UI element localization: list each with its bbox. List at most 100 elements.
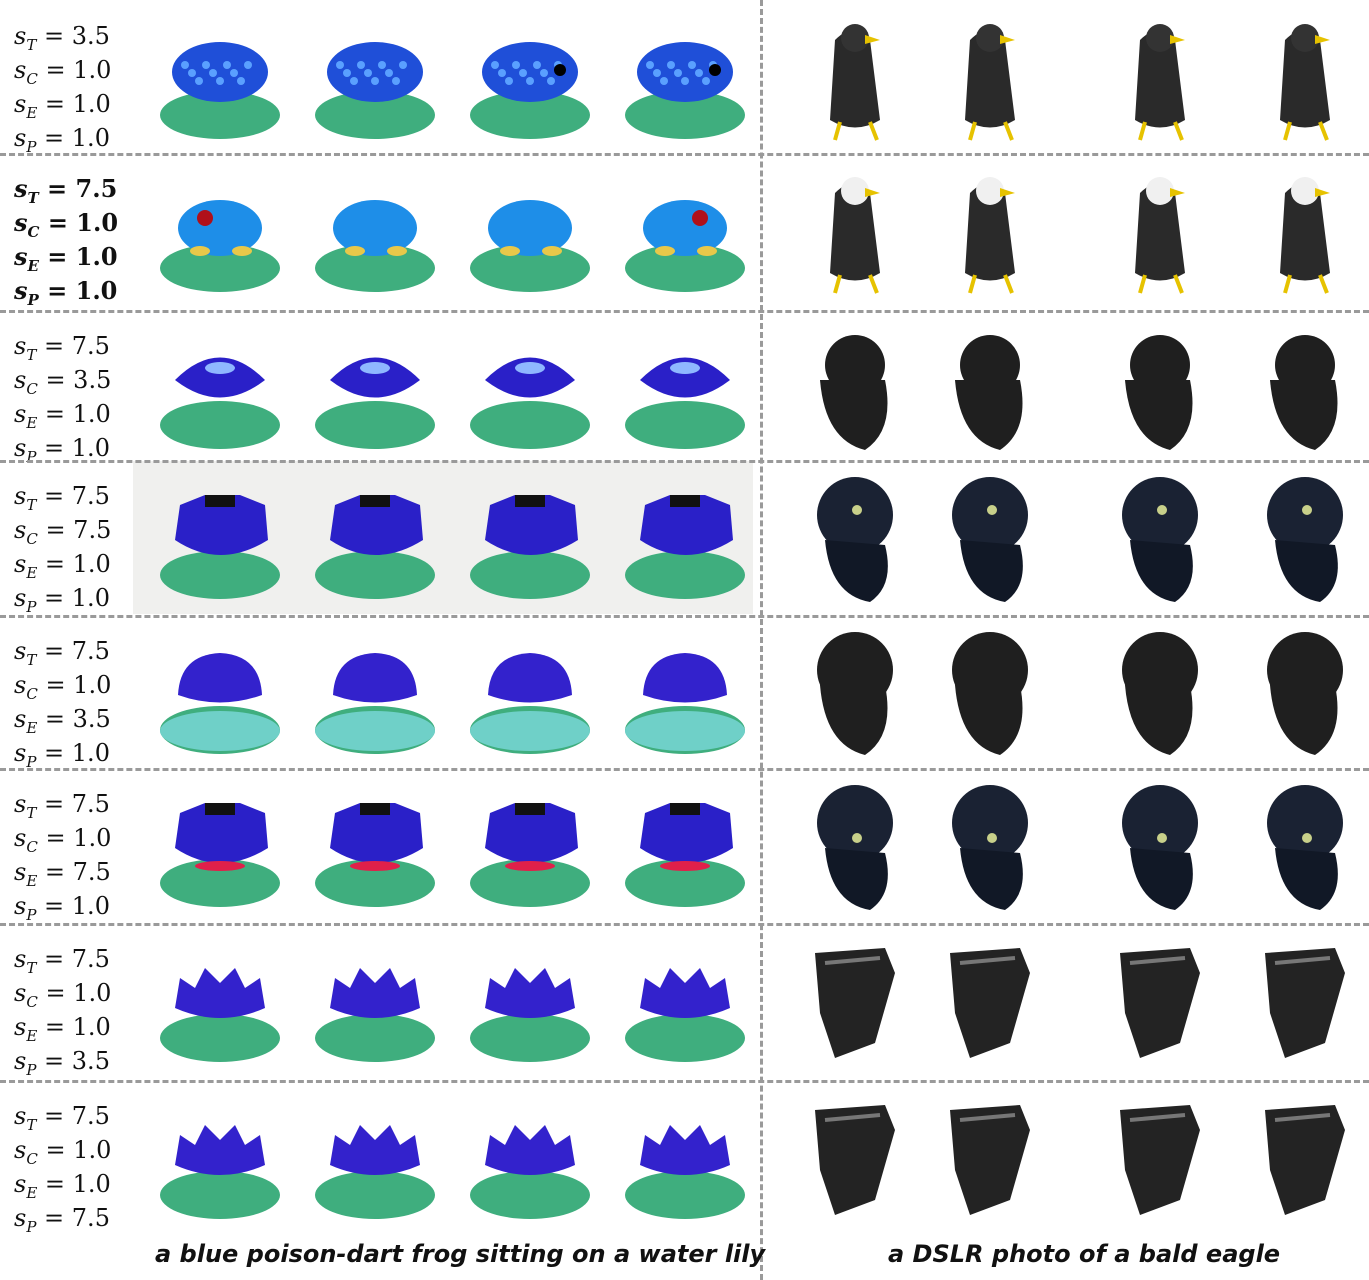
scale-symbol: s — [14, 1204, 27, 1232]
scale-subscript: P — [26, 137, 37, 156]
row-divider — [0, 310, 1369, 313]
eagle-render — [1235, 163, 1369, 303]
row-divider — [0, 460, 1369, 463]
scale-labels: sT = 7.5 sC = 1.0 sE = 3.5 sP = 1.0 — [14, 634, 144, 771]
scale-label: sE = 1.0 — [14, 240, 144, 275]
frog-render — [305, 1090, 445, 1230]
eagle-render — [1235, 625, 1369, 765]
scale-value: = 3.5 — [36, 22, 110, 50]
scale-subscript: T — [26, 650, 37, 669]
scale-value: = 7.5 — [36, 637, 110, 665]
scale-subscript: T — [26, 1115, 37, 1134]
scale-label: sT = 7.5 — [14, 1099, 144, 1134]
scale-subscript: E — [26, 871, 38, 890]
scale-symbol: s — [14, 516, 27, 544]
eagle-render — [785, 625, 925, 765]
eagle-render — [785, 470, 925, 610]
eagle-render — [785, 163, 925, 303]
frog-render — [615, 470, 755, 610]
scale-symbol: s — [14, 1136, 27, 1164]
scale-symbol: s — [14, 671, 27, 699]
scale-label: sE = 7.5 — [14, 855, 144, 890]
frog-render — [460, 470, 600, 610]
eagle-render — [1235, 1090, 1369, 1230]
scale-symbol: s — [14, 242, 28, 271]
frog-render — [150, 625, 290, 765]
scale-label: sC = 3.5 — [14, 363, 144, 398]
eagle-render — [920, 778, 1060, 918]
scale-labels: sT = 7.5 sC = 3.5 sE = 1.0 sP = 1.0 — [14, 329, 144, 466]
scale-symbol: s — [14, 1170, 27, 1198]
eagle-render — [920, 10, 1060, 150]
eagle-render — [1090, 625, 1230, 765]
scale-labels: sT = 7.5 sC = 7.5 sE = 1.0 sP = 1.0 — [14, 479, 144, 616]
scale-labels: sT = 7.5 sC = 1.0 sE = 1.0 sP = 3.5 — [14, 942, 144, 1079]
eagle-render — [1235, 10, 1369, 150]
eagle-render — [1235, 320, 1369, 460]
scale-label: sP = 1.0 — [14, 431, 144, 466]
scale-value: = 1.0 — [39, 208, 119, 237]
scale-subscript: T — [26, 958, 37, 977]
scale-label: sC = 1.0 — [14, 1133, 144, 1168]
scale-symbol: s — [14, 434, 27, 462]
scale-symbol: s — [14, 979, 27, 1007]
scale-subscript: T — [27, 188, 39, 207]
scale-label: sE = 3.5 — [14, 702, 144, 737]
scale-symbol: s — [14, 550, 27, 578]
row-divider — [0, 768, 1369, 771]
scale-subscript: P — [27, 290, 39, 309]
eagle-render — [1090, 470, 1230, 610]
scale-value: = 1.0 — [37, 1170, 111, 1198]
scale-label: sE = 1.0 — [14, 1167, 144, 1202]
frog-render — [305, 163, 445, 303]
scale-value: = 1.0 — [37, 56, 112, 84]
eagle-render — [1235, 778, 1369, 918]
scale-symbol: s — [14, 705, 27, 733]
scale-value: = 3.5 — [37, 366, 112, 394]
scale-label: sP = 1.0 — [14, 581, 144, 616]
scale-value: = 1.0 — [37, 1136, 112, 1164]
scale-subscript: T — [26, 803, 37, 822]
scale-value: = 1.0 — [36, 584, 110, 612]
frog-render — [615, 320, 755, 460]
scale-symbol: s — [14, 945, 27, 973]
scale-symbol: s — [14, 892, 27, 920]
scale-subscript: C — [26, 69, 38, 88]
scale-subscript: P — [26, 1217, 37, 1236]
eagle-render — [1090, 163, 1230, 303]
scale-value: = 7.5 — [37, 516, 112, 544]
scale-label: sP = 7.5 — [14, 1201, 144, 1236]
scale-value: = 1.0 — [37, 400, 111, 428]
scale-value: = 7.5 — [36, 332, 110, 360]
scale-label: sE = 1.0 — [14, 547, 144, 582]
scale-label: sT = 3.5 — [14, 19, 144, 54]
scale-subscript: T — [26, 345, 37, 364]
vertical-divider — [760, 0, 763, 1280]
scale-value: = 1.0 — [37, 671, 112, 699]
scale-value: = 1.0 — [37, 824, 112, 852]
scale-symbol: s — [14, 22, 27, 50]
scale-value: = 7.5 — [36, 482, 110, 510]
scale-subscript: E — [26, 103, 38, 122]
scale-value: = 7.5 — [37, 858, 111, 886]
frog-render — [150, 933, 290, 1073]
scale-symbol: s — [14, 124, 27, 152]
scale-label: sT = 7.5 — [14, 634, 144, 669]
scale-subscript: E — [26, 1026, 38, 1045]
scale-symbol: s — [14, 400, 27, 428]
row-divider — [0, 615, 1369, 618]
eagle-render — [920, 933, 1060, 1073]
scale-label: sP = 1.0 — [14, 274, 144, 309]
scale-label: sP = 1.0 — [14, 121, 144, 156]
frog-render — [615, 163, 755, 303]
frog-render — [615, 1090, 755, 1230]
scale-value: = 7.5 — [38, 174, 118, 203]
scale-subscript: C — [27, 222, 40, 241]
frog-render — [305, 470, 445, 610]
scale-value: = 7.5 — [36, 1204, 110, 1232]
frog-render — [305, 320, 445, 460]
scale-value: = 3.5 — [37, 705, 111, 733]
scale-subscript: C — [26, 379, 38, 398]
frog-render — [460, 778, 600, 918]
scale-subscript: C — [26, 837, 38, 856]
